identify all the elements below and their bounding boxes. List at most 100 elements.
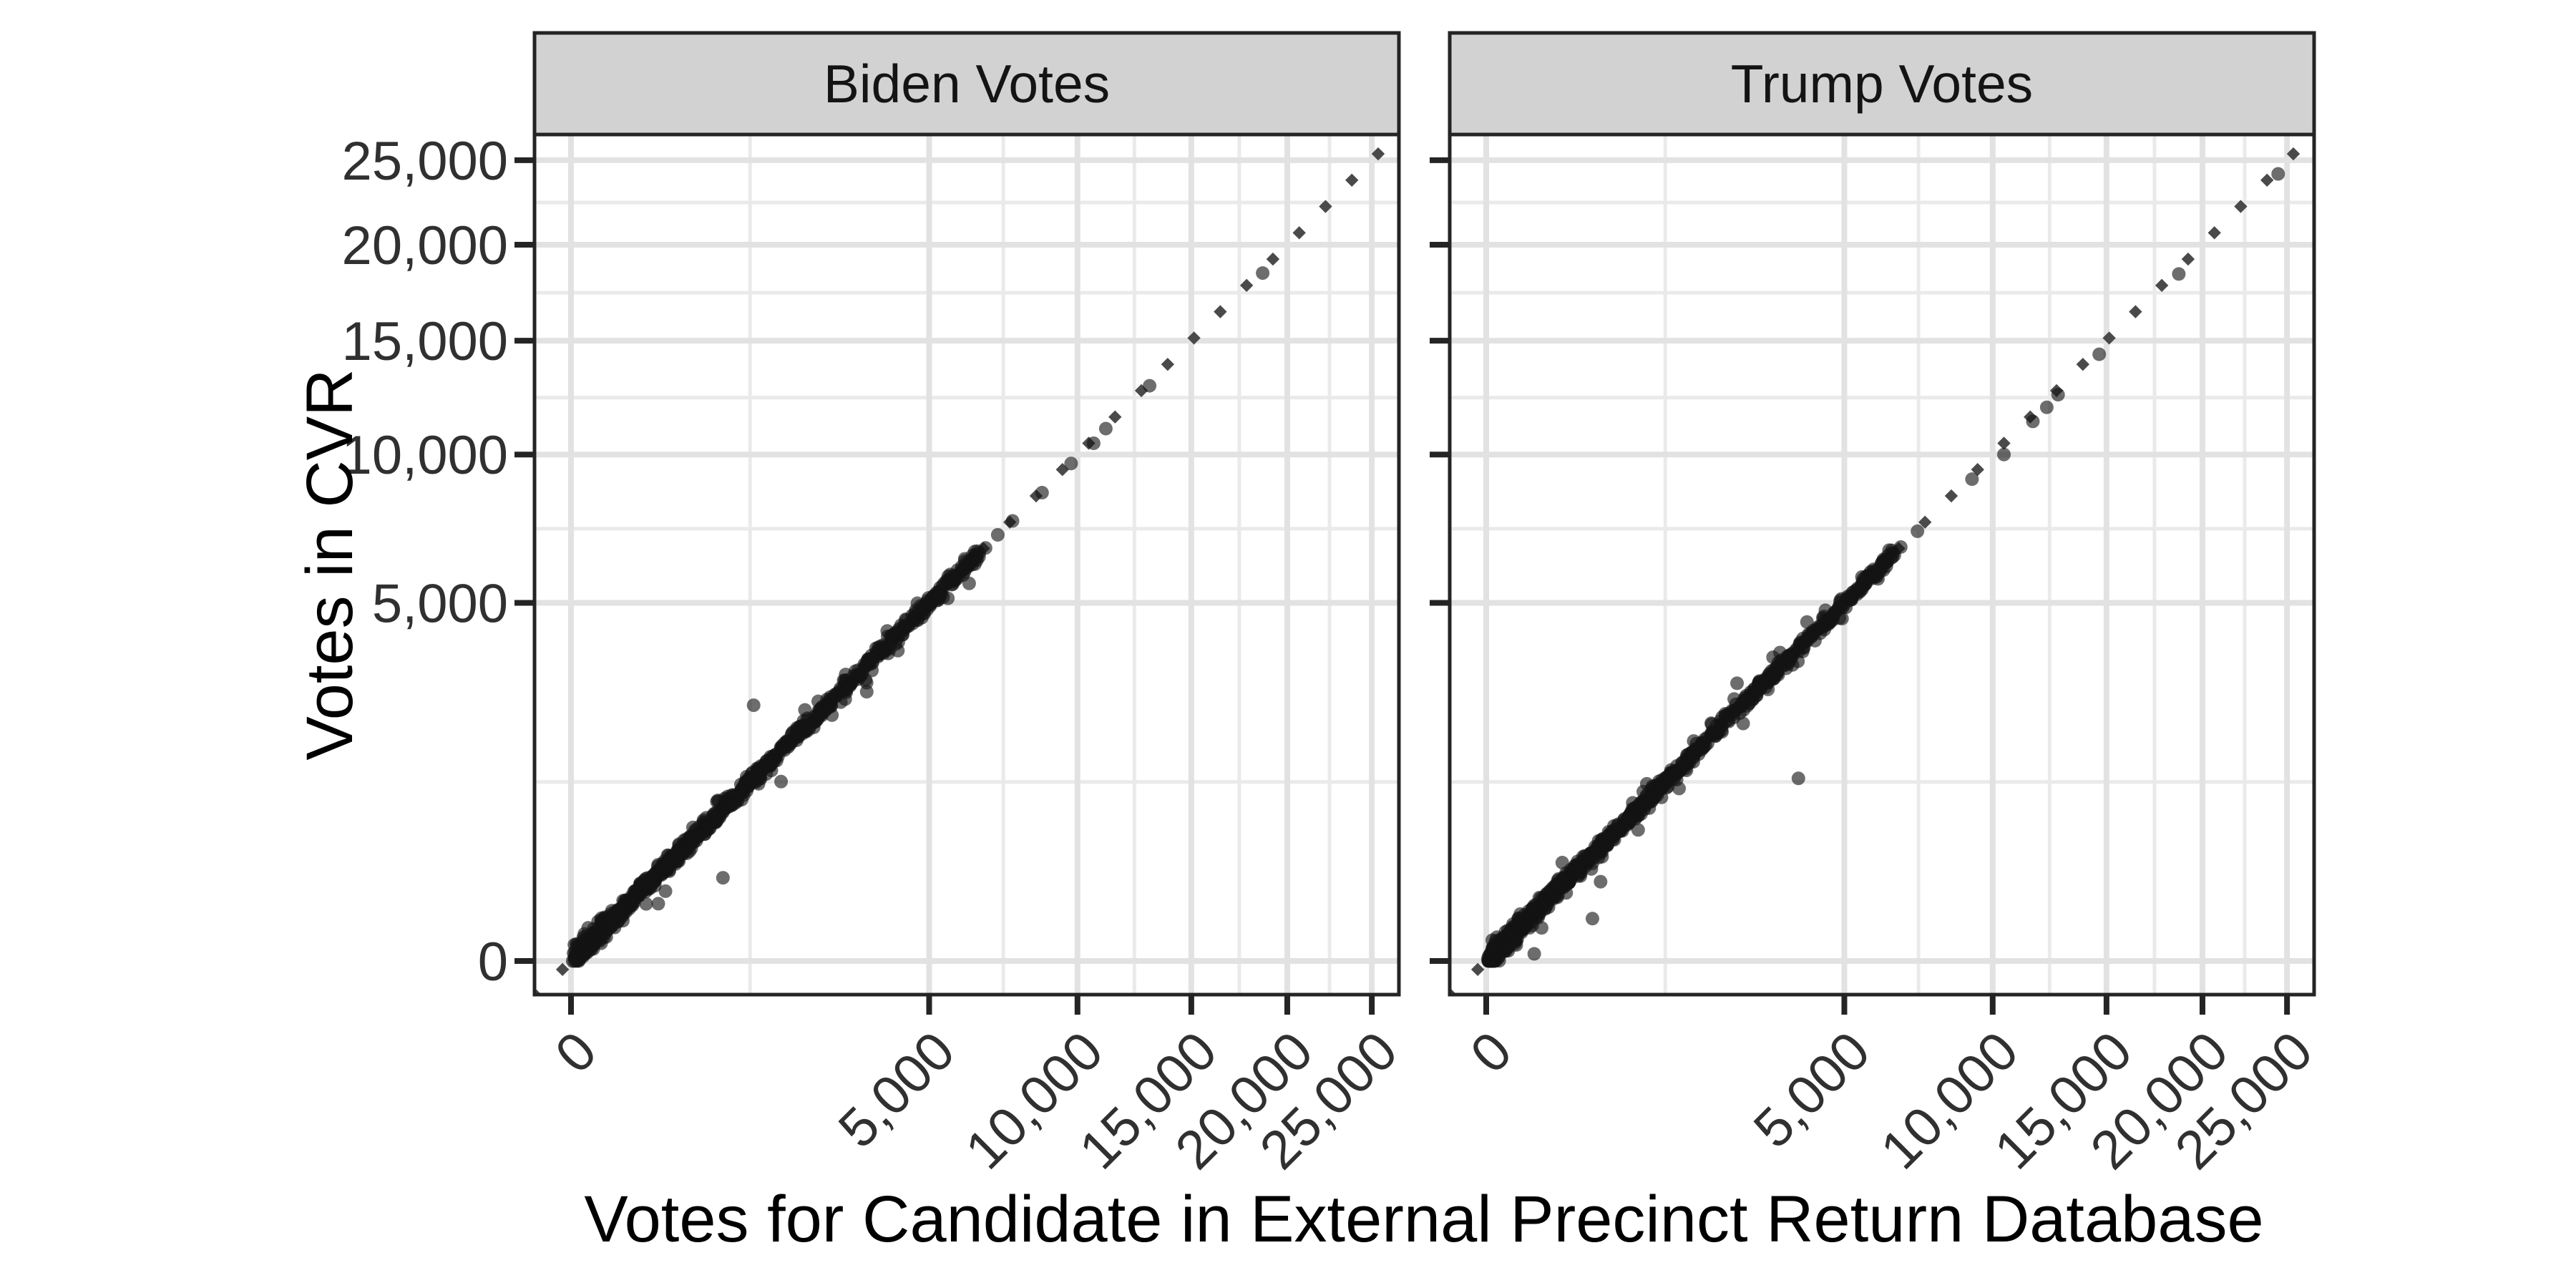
data-point <box>1736 716 1750 731</box>
data-point <box>775 738 789 753</box>
data-point <box>957 552 972 566</box>
data-point <box>1086 436 1101 450</box>
data-point <box>658 884 673 898</box>
data-point <box>1035 486 1049 500</box>
data-point <box>2092 347 2107 361</box>
facet-strip <box>1448 31 2316 137</box>
data-point <box>1871 572 1885 586</box>
data-point <box>677 838 691 852</box>
facet-strip-label-biden: Biden Votes <box>824 54 1110 114</box>
facet-strip <box>532 31 1401 137</box>
x-axis-title: Votes for Candidate in External Precinct… <box>584 1183 2263 1256</box>
data-point <box>1704 716 1718 731</box>
data-point <box>834 695 848 709</box>
data-point <box>695 826 709 840</box>
data-point <box>1536 896 1550 910</box>
data-point <box>1853 585 1867 599</box>
data-point <box>1800 615 1814 629</box>
data-point <box>663 863 677 877</box>
data-point <box>806 721 821 735</box>
data-point <box>1835 611 1849 625</box>
data-point <box>1758 672 1772 686</box>
data-point <box>585 938 599 952</box>
y-axis-ticks: 0 5,000 10,000 15,000 20,000 25,000 <box>342 131 535 992</box>
y-axis-title: Votes in CVR <box>293 369 366 760</box>
data-point <box>1629 806 1644 820</box>
x-tick-label: 5,000 <box>827 1020 967 1160</box>
data-point <box>739 774 753 789</box>
data-point <box>1064 457 1078 471</box>
data-point <box>1501 944 1516 958</box>
data-point <box>931 593 945 608</box>
data-point <box>1636 796 1650 811</box>
data-point <box>1700 736 1714 751</box>
data-point <box>1672 781 1687 796</box>
data-point <box>1579 850 1593 864</box>
data-point <box>1534 921 1548 935</box>
data-point <box>624 894 638 908</box>
y-tick-label: 20,000 <box>342 215 508 276</box>
data-point <box>1659 781 1674 795</box>
data-point <box>1911 524 1925 538</box>
data-point <box>1766 650 1780 665</box>
data-point <box>1715 710 1729 724</box>
data-point <box>2039 400 2054 414</box>
panel-border <box>1448 132 2316 997</box>
data-point <box>764 763 779 778</box>
x-tick-label: 5,000 <box>1742 1020 1882 1160</box>
data-point <box>1687 749 1701 763</box>
grid-major <box>1450 135 2314 995</box>
data-point <box>811 694 825 708</box>
data-point <box>978 541 992 555</box>
panel-biden: 0 5,000 10,000 15,000 20,000 25,000 0 5,000 10,0… <box>342 31 1409 1181</box>
data-point <box>1965 472 1979 487</box>
data-point <box>639 897 653 911</box>
data-point <box>1617 811 1631 826</box>
y-tick-label: 0 <box>478 932 508 992</box>
data-point <box>1527 947 1541 961</box>
data-point <box>836 673 851 688</box>
y-tick-label: 15,000 <box>342 311 508 372</box>
data-point <box>1791 771 1805 786</box>
data-point <box>910 596 924 610</box>
data-point <box>1791 654 1805 668</box>
data-point <box>941 591 955 605</box>
data-point <box>1808 623 1823 638</box>
data-point <box>968 550 982 564</box>
data-point <box>2051 388 2065 402</box>
data-point <box>2026 414 2040 429</box>
data-point <box>990 527 1005 542</box>
grid-major <box>535 135 1399 995</box>
data-point <box>1568 859 1582 873</box>
data-point <box>1745 689 1760 703</box>
data-point <box>859 673 873 687</box>
data-point <box>898 621 912 635</box>
data-point <box>859 685 874 699</box>
data-point <box>860 655 874 669</box>
data-point <box>1555 856 1569 870</box>
data-points <box>1480 167 2285 968</box>
data-point <box>1639 776 1654 791</box>
data-point <box>825 708 839 722</box>
data-point <box>881 641 895 655</box>
data-point <box>2172 267 2186 281</box>
data-point <box>1689 736 1704 751</box>
data-point <box>962 576 976 590</box>
data-point <box>1893 540 1908 555</box>
data-point <box>593 919 608 933</box>
data-point <box>1484 952 1498 966</box>
data-point <box>1799 632 1813 646</box>
data-points <box>565 266 1270 968</box>
data-point <box>1727 707 1741 721</box>
data-point <box>1730 676 1745 691</box>
y-tick-label: 10,000 <box>342 425 508 486</box>
x-tick-label: 0 <box>1459 1020 1523 1085</box>
data-point <box>1601 831 1616 846</box>
y-tick-label: 5,000 <box>372 574 508 635</box>
data-point <box>1626 796 1640 810</box>
data-point <box>1884 546 1898 560</box>
